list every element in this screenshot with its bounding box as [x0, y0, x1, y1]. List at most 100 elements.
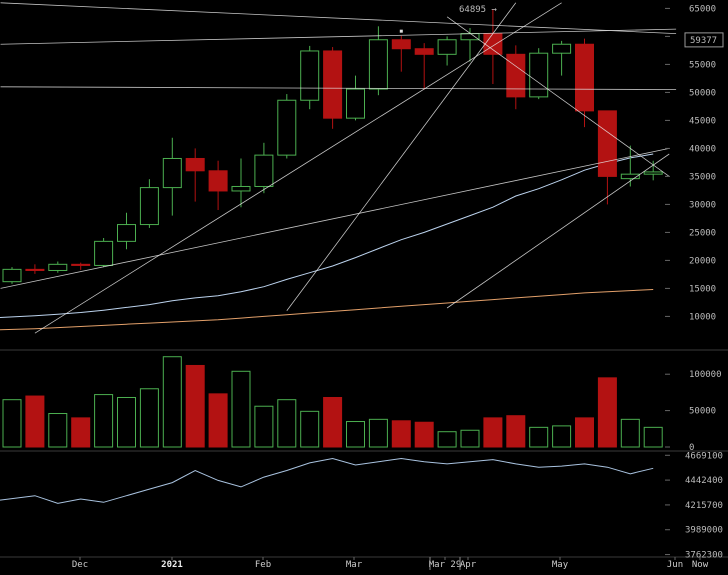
x-tick-label: May	[552, 560, 569, 570]
trendlines	[0, 2, 677, 334]
volume-bar	[231, 370, 251, 448]
y-tick-label: 3989000	[685, 526, 723, 536]
candle-body	[48, 263, 68, 271]
candle	[437, 36, 457, 66]
moving-averages	[0, 153, 654, 331]
candle-body	[506, 53, 526, 98]
volume-bar	[185, 364, 205, 448]
candle	[300, 45, 320, 110]
candle	[529, 48, 549, 100]
volume-bars	[2, 356, 663, 448]
candle	[414, 43, 434, 90]
y-tick-label: 20000	[689, 256, 716, 266]
candle-body	[414, 48, 434, 55]
indicator-line-path	[0, 457, 654, 504]
x-tick-label: 2021	[161, 560, 183, 570]
candle	[139, 179, 159, 228]
x-tick-label: Apr	[460, 560, 477, 570]
y-tick-label: 30000	[689, 200, 716, 210]
candle-body	[2, 268, 22, 283]
candle-body	[346, 88, 365, 119]
marker-dot	[399, 29, 403, 33]
candle-body	[575, 43, 594, 112]
trendline-3	[0, 148, 670, 289]
volume-bar	[620, 418, 640, 448]
candle-body	[391, 39, 411, 50]
panel-separators	[0, 349, 728, 558]
candle	[2, 267, 22, 284]
candle-body	[620, 173, 640, 180]
indicator-line	[0, 457, 654, 504]
volume-bar	[254, 405, 274, 448]
volume-bar	[437, 431, 457, 448]
candle	[208, 160, 228, 210]
y-tick-label: 4669100	[685, 451, 723, 461]
last-price-box: 59377	[684, 32, 724, 48]
candle-body	[552, 43, 572, 54]
candle-body	[117, 224, 136, 242]
y-tick-label: 55000	[689, 60, 716, 70]
volume-bar	[529, 426, 549, 448]
candle	[117, 212, 136, 250]
volume-bar	[460, 429, 480, 448]
trendline-4	[34, 2, 562, 334]
candle	[185, 148, 205, 202]
volume-bar	[506, 415, 526, 448]
candle	[391, 35, 411, 72]
y-tick-label: 50000	[689, 88, 716, 98]
trendline-7	[446, 153, 670, 309]
y-tick-label: 50000	[689, 407, 716, 417]
volume-bar	[277, 399, 297, 448]
y-tick-label: 4442400	[685, 476, 723, 486]
volume-bar	[414, 421, 434, 448]
candle-body	[437, 39, 457, 55]
last-price-label: 59377	[690, 36, 717, 46]
candle	[368, 26, 388, 96]
volume-bar	[391, 420, 411, 448]
y-tick-label: 100000	[689, 370, 722, 380]
candle-body	[597, 110, 617, 177]
volume-bar	[2, 399, 22, 448]
volume-bar	[117, 396, 136, 448]
candle-body	[460, 33, 480, 41]
candle-body	[185, 157, 205, 172]
volume-bar	[94, 394, 114, 448]
volume-bar	[300, 410, 320, 448]
volume-bar	[368, 418, 388, 448]
trendline-0	[0, 2, 677, 34]
candle	[231, 158, 251, 208]
trendline-2	[0, 86, 677, 90]
volume-bar	[48, 413, 68, 448]
volume-bar	[162, 356, 182, 448]
candle	[162, 137, 182, 216]
volume-bar	[71, 417, 91, 448]
volume-bar	[323, 396, 343, 448]
high-annotation: 64895 →	[459, 5, 498, 15]
candle-body	[162, 157, 182, 189]
candle	[620, 145, 640, 187]
y-tick-label: 45000	[689, 116, 716, 126]
y-tick-label: 15000	[689, 284, 716, 294]
candle-body	[300, 50, 320, 101]
trendline-1	[0, 28, 677, 45]
candle	[346, 75, 365, 121]
x-tick-label: Now	[692, 560, 709, 570]
y-tick-label: 40000	[689, 144, 716, 154]
candle-body	[139, 187, 159, 226]
y-tick-label: 3762300	[685, 551, 723, 561]
volume-bar	[346, 421, 365, 448]
y-tick-label: 35000	[689, 172, 716, 182]
candle	[94, 238, 114, 268]
candle	[254, 142, 274, 194]
volume-bar	[25, 395, 45, 448]
candle-body	[231, 185, 251, 192]
candle-body	[483, 33, 503, 55]
candle-body	[368, 39, 388, 90]
volume-bar	[575, 417, 594, 448]
candle-body	[71, 263, 91, 266]
y-tick-label: 10000	[689, 312, 716, 322]
candle-body	[208, 170, 228, 192]
y-tick-label: 65000	[689, 4, 716, 14]
candle-body	[25, 268, 45, 271]
